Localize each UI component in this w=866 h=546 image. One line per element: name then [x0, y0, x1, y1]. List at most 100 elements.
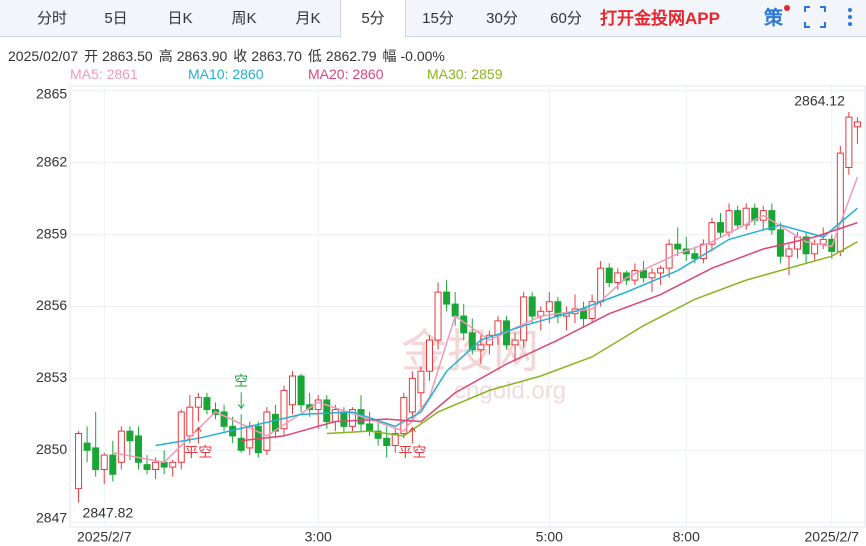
- annotation: 平空: [184, 444, 212, 460]
- candle-body: [143, 464, 151, 470]
- candle-body: [109, 454, 117, 475]
- y-tick-label: 2847: [36, 510, 67, 526]
- info-value: 2863.50: [102, 48, 153, 64]
- tab[interactable]: 月K: [295, 10, 321, 27]
- candle-body: [383, 437, 391, 447]
- tab[interactable]: 30分: [486, 10, 518, 27]
- candle-body: [674, 243, 682, 250]
- candle-body: [323, 399, 331, 423]
- candle-body: [134, 435, 142, 463]
- candle-body: [605, 267, 613, 284]
- candle-body: [186, 406, 194, 437]
- candle-body: [716, 222, 724, 233]
- app-link[interactable]: 打开金投网APP: [600, 9, 720, 28]
- candle-body: [331, 409, 339, 423]
- strategy-button[interactable]: 策: [764, 8, 784, 29]
- candle-body: [203, 397, 211, 411]
- date: 2025/02/07: [8, 48, 79, 64]
- candle-body: [374, 430, 382, 439]
- candle-body: [83, 442, 91, 451]
- candle-body: [75, 433, 83, 490]
- candle-body: [408, 377, 416, 413]
- info-label: 收: [233, 48, 248, 64]
- info-label: 低: [307, 48, 322, 64]
- ma-line: [241, 221, 858, 442]
- tab[interactable]: 分时: [36, 10, 67, 27]
- candle-body: [614, 272, 622, 284]
- tab[interactable]: 60分: [550, 10, 582, 27]
- candle-body: [117, 430, 125, 463]
- candle-body: [280, 389, 288, 430]
- candle-body: [520, 296, 528, 341]
- candle-body: [425, 339, 433, 372]
- candle-body: [785, 248, 793, 257]
- candle-body: [451, 303, 459, 317]
- candle-body: [648, 272, 656, 279]
- candle-body: [237, 437, 245, 451]
- y-tick-label: 2859: [36, 225, 67, 241]
- y-tick-label: 2856: [36, 297, 67, 313]
- info-value: 2863.70: [251, 48, 302, 64]
- candle-body: [314, 399, 322, 411]
- candle-body: [400, 397, 408, 435]
- candle-body: [836, 152, 844, 252]
- x-tick-label: 3:00: [305, 529, 332, 545]
- tab[interactable]: 5分: [340, 0, 406, 38]
- ma-line: [112, 176, 859, 464]
- candle-body: [819, 238, 827, 245]
- y-tick-label: 2850: [36, 441, 67, 457]
- tab[interactable]: 日K: [167, 10, 193, 27]
- candle-body: [417, 370, 425, 394]
- info-label: 开: [84, 48, 99, 64]
- x-tick-label: 2025/2/7: [805, 529, 860, 545]
- candle-body: [794, 236, 802, 250]
- candle-body: [545, 301, 553, 312]
- candle-body: [639, 270, 647, 279]
- tab[interactable]: 5日: [104, 10, 128, 27]
- annotation: 空: [234, 373, 248, 389]
- candle-body: [169, 461, 177, 468]
- candle-body: [802, 236, 810, 255]
- ma-line: [155, 207, 858, 447]
- candle-body: [443, 291, 451, 305]
- info-value: 2862.79: [325, 48, 377, 64]
- legend-entry: MA30: 2859: [427, 66, 503, 82]
- candle-body: [468, 332, 476, 351]
- annotation-arrow: [408, 426, 416, 444]
- candle-body: [811, 243, 819, 255]
- x-tick-label: 5:00: [536, 529, 563, 545]
- candle-body: [691, 253, 699, 260]
- annotation: 平空: [398, 444, 426, 460]
- info-value: 2863.90: [176, 48, 228, 64]
- tab[interactable]: 周K: [231, 10, 257, 27]
- x-tick-label: 8:00: [673, 529, 700, 545]
- candle-body: [776, 229, 784, 257]
- candle-body: [177, 411, 185, 463]
- candle-body: [434, 291, 442, 341]
- candle-body: [845, 116, 853, 168]
- candle-body: [348, 409, 356, 427]
- info-label: 幅: [382, 48, 397, 64]
- candle-body: [366, 423, 374, 432]
- candle-body: [734, 210, 742, 226]
- candle-body: [100, 454, 108, 470]
- candle-body: [391, 433, 399, 447]
- legend-entry: MA10: 2860: [188, 66, 264, 82]
- info-line: 2025/02/07 开 2863.50 高 2863.90 收 2863.70 低 2862.…: [8, 46, 451, 66]
- candle-body: [263, 411, 271, 451]
- candle-body: [340, 411, 348, 427]
- y-tick-label: 2865: [36, 86, 67, 102]
- candle-body: [194, 397, 202, 408]
- candle-body: [220, 411, 228, 427]
- tab-bar: 分时 5日 日K 周K 月K 5分 15分 30分 60分: [0, 0, 866, 38]
- candle-body: [588, 301, 596, 319]
- max-label: 2864.12: [794, 93, 845, 109]
- tab[interactable]: 15分: [422, 10, 454, 27]
- candle-body: [853, 121, 861, 128]
- candle-body: [460, 315, 468, 334]
- candle-body: [657, 267, 665, 274]
- candle-body: [511, 339, 519, 346]
- candle-body: [597, 267, 605, 303]
